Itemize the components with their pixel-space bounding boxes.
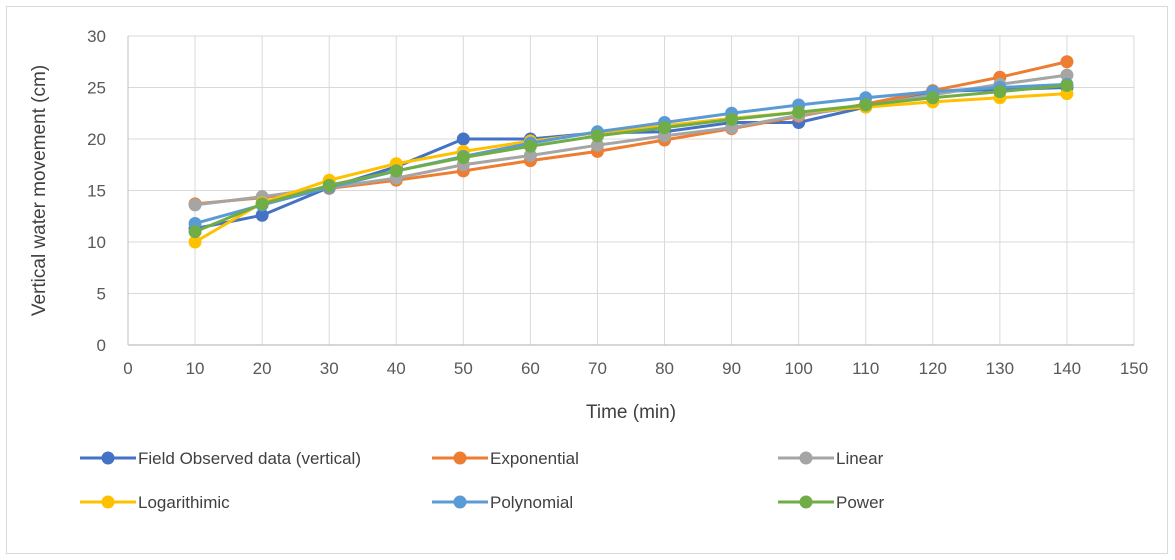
x-tick-label: 120: [919, 359, 947, 378]
legend-swatch-marker: [799, 451, 813, 465]
x-tick-label: 110: [852, 359, 879, 378]
x-tick-label: 100: [784, 359, 812, 378]
x-tick-label: 30: [320, 359, 339, 378]
y-tick-label: 30: [87, 27, 106, 46]
series-line: [193, 82, 1069, 225]
x-tick-label: 0: [123, 359, 132, 378]
y-axis-title: Vertical water movement (cm): [29, 65, 50, 316]
legend-item: Polynomial: [432, 493, 573, 512]
data-point: [926, 91, 940, 105]
data-point: [523, 148, 537, 162]
series-lines: [188, 55, 1074, 249]
legend-swatch-marker: [101, 451, 115, 465]
x-tick-label: 150: [1120, 359, 1148, 378]
y-tick-label: 20: [87, 130, 106, 149]
legend-swatch-marker: [101, 495, 115, 509]
data-point: [523, 139, 537, 153]
data-point: [1060, 68, 1074, 82]
data-point: [456, 132, 470, 146]
tick-labels: 0 10 20 30 40 50 60 70 80 90 100 110 120 130 140 150 0 5 1…: [87, 27, 1148, 378]
series-3: [188, 87, 1074, 249]
x-tick-label: 20: [253, 359, 272, 378]
series-line: [193, 83, 1069, 234]
legend-item: Logarithimic: [80, 493, 230, 512]
chart-frame: [6, 6, 1168, 554]
data-point: [255, 208, 269, 222]
data-point: [658, 121, 672, 135]
data-point: [993, 85, 1007, 99]
legend: Field Observed data (vertical) Exponentia…: [80, 449, 885, 512]
legend-item: Exponential: [432, 449, 579, 468]
y-tick-label: 5: [97, 285, 106, 304]
series-5: [188, 78, 1074, 239]
x-tick-label: 70: [588, 359, 607, 378]
legend-label: Linear: [836, 449, 884, 468]
y-tick-label: 25: [87, 79, 106, 98]
data-point: [1060, 55, 1074, 69]
legend-label: Exponential: [490, 449, 579, 468]
data-point: [389, 164, 403, 178]
x-tick-label: 10: [186, 359, 205, 378]
legend-item: Linear: [778, 449, 884, 468]
y-tick-label: 10: [87, 233, 106, 252]
legend-item: Field Observed data (vertical): [80, 449, 361, 468]
data-point: [590, 138, 604, 152]
series-line: [193, 92, 1069, 244]
data-point: [188, 225, 202, 239]
series-line: [193, 86, 1069, 231]
legend-label: Field Observed data (vertical): [138, 449, 361, 468]
legend-swatch-marker: [453, 495, 467, 509]
legend-item: Power: [778, 493, 885, 512]
x-tick-label: 60: [521, 359, 540, 378]
data-point: [322, 178, 336, 192]
data-point: [188, 235, 202, 249]
x-tick-label: 40: [387, 359, 406, 378]
x-tick-label: 50: [454, 359, 473, 378]
axes: [127, 36, 1134, 346]
x-tick-label: 90: [722, 359, 741, 378]
legend-swatch-marker: [453, 451, 467, 465]
legend-swatch-marker: [799, 495, 813, 509]
x-tick-label: 140: [1053, 359, 1081, 378]
gridlines: [127, 35, 1135, 346]
x-tick-label: 130: [986, 359, 1014, 378]
y-tick-label: 0: [97, 336, 106, 355]
data-point: [859, 98, 873, 112]
data-point: [456, 151, 470, 165]
data-point: [590, 129, 604, 143]
y-tick-label: 15: [87, 182, 106, 201]
x-tick-label: 80: [655, 359, 674, 378]
series-0: [188, 81, 1074, 236]
legend-label: Logarithimic: [138, 493, 230, 512]
data-point: [255, 197, 269, 211]
legend-label: Power: [836, 493, 885, 512]
data-point: [188, 198, 202, 212]
data-point: [1060, 78, 1074, 92]
x-axis-title: Time (min): [586, 402, 676, 423]
data-point: [792, 105, 806, 119]
data-point: [725, 112, 739, 126]
legend-label: Polynomial: [490, 493, 573, 512]
